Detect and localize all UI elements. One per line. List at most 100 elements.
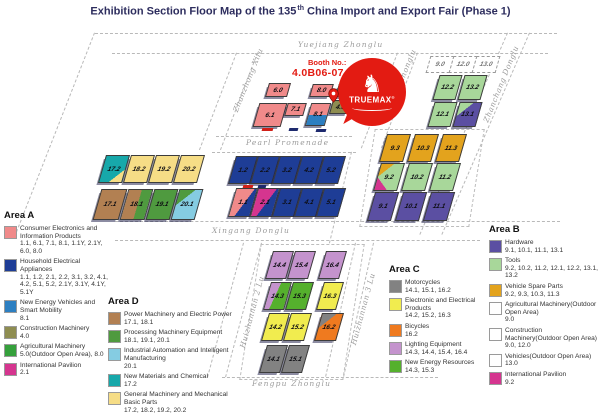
outdoor-area-13-0[interactable]: 13.0 (471, 56, 501, 73)
entrance-marker (261, 128, 274, 131)
legend-item: Agricultural Machinery 5.0(Outdoor Open A… (4, 343, 108, 358)
legend-item: Agricultural Machinery(Outdoor Open Area… (489, 301, 599, 324)
legend-item: New Energy Vehicles and Smart Mobility 8.… (4, 299, 108, 322)
legend-item: International Pavilion 2.1 (4, 362, 108, 377)
legend-swatch-motorcycles (389, 280, 402, 293)
legend-item-halls: 8.1 (20, 314, 30, 322)
legend-item-label: Processing Machinery Equipment (124, 329, 223, 337)
legend-swatch-new-energy-vehicles (4, 300, 17, 314)
legend-item-label: International Pavilion (505, 370, 567, 378)
horse-icon: ♞ (361, 70, 383, 99)
legend-swatch-construction-machinery (4, 326, 17, 340)
logo-brand-text: TRUEMAX® (349, 95, 395, 105)
legend-item: Construction Machinery(Outdoor Open Area… (489, 327, 599, 350)
road-line (115, 240, 480, 241)
legend-swatch-agricultural-machinery (4, 344, 17, 358)
legend-swatch-bicycles (389, 323, 402, 337)
legend-item-label: Hardware (505, 239, 534, 246)
legend-item-label: Agricultural Machinery(Outdoor Open Area… (505, 301, 597, 316)
legend-title-area-d: Area D (108, 296, 139, 307)
legend-swatch-new-energy-resources (389, 360, 402, 374)
legend-item-halls: 9.0, 12.0 (505, 342, 531, 350)
legend-title-area-c: Area C (389, 264, 420, 275)
legend-item-halls: 13.0 (505, 360, 518, 368)
legend-item-label: New Energy Vehicles and Smart Mobility (20, 299, 96, 314)
legend-item-halls: 17.1, 18.1 (124, 318, 154, 326)
legend-swatch-general-machinery (108, 392, 121, 406)
legend-item: Household Electrical Appliances 1.1, 1.2,… (4, 258, 108, 296)
road-line (212, 152, 356, 153)
legend-item-halls: 1.1, 6.1, 7.1, 8.1, 1.1Y, 2.1Y, 6.0, 8.0 (20, 240, 103, 255)
location-pin-icon (328, 88, 339, 103)
legend-item: General Machinery and Mechanical Basic P… (108, 391, 240, 414)
legend-item-halls: 14.2, 15.2, 16.3 (405, 312, 451, 320)
legend-item: New Energy Resources 14.3, 15.3 (389, 359, 503, 374)
legend-item-label: New Materials and Chemical (124, 373, 208, 381)
legend-item-label: Bicycles (405, 322, 430, 330)
legend-item-halls: 17.2 (124, 380, 137, 388)
entrance-marker (288, 128, 299, 131)
legend-item: Industrial Automation and Intelligent Ma… (108, 347, 240, 370)
hall-13-2[interactable]: 13.2 (457, 75, 488, 100)
legend-item-label: Lighting Equipment (405, 341, 462, 349)
legend-item: Vehicles(Outdoor Open Area) 13.0 (489, 353, 599, 368)
legend-swatch-household-appliances (4, 259, 17, 273)
legend-item-halls: 9.2 (505, 378, 515, 386)
legend-swatch-international-pavilion (4, 362, 17, 376)
legend-area-b: Area B Hardware 9.1, 10.1, 11.1, 13.1 Too… (489, 224, 599, 389)
legend-swatch-vehicle-spare-parts (489, 283, 502, 297)
legend-swatch-power-machinery (108, 312, 121, 325)
hall-6-0[interactable]: 6.0 (264, 83, 292, 97)
entrance-marker (242, 185, 254, 188)
legend-item-halls: 9.2, 9.3, 10.3, 11.3 (505, 290, 560, 298)
legend-swatch-processing-machinery (108, 330, 121, 344)
logo-underline (352, 105, 392, 111)
legend-item-halls: 1.1, 1.2, 2.1, 2.2, 3.1, 3.2, 4.1, 4.2, … (20, 273, 108, 296)
legend-item-halls: 9.0 (505, 316, 515, 324)
legend-item-label: Power Machinery and Electric Power (124, 311, 232, 318)
hall-8-1[interactable]: 8.1 (304, 103, 332, 126)
legend-item-label: Vehicle Spare Parts (505, 282, 563, 290)
legend-item-halls: 9.2, 10.2, 11.2, 12.1, 12.2, 13.1, 13.2 (505, 264, 598, 280)
legend-item-label: Industrial Automation and Intelligent Ma… (124, 347, 229, 362)
legend-item-label: New Energy Resources (405, 359, 475, 367)
legend-item-label: Electronic and Electrical Products (405, 297, 476, 312)
legend-swatch-vehicles-outdoor (489, 353, 502, 367)
hall-7-1[interactable]: 7.1 (284, 103, 307, 116)
legend-item-halls: 14.3, 15.3 (405, 366, 435, 374)
truemax-logo[interactable]: ♞ TRUEMAX® (338, 58, 406, 126)
street-label-fengpu-zhonglu: Fengpu Zhonglu (252, 379, 332, 388)
legend-item-label: International Pavilion (20, 361, 82, 369)
booth-label: Booth No.: (308, 58, 347, 67)
legend-item-halls: 14.3, 14.4, 15.4, 16.4 (405, 348, 468, 356)
legend-item-label: Tools (505, 257, 521, 265)
hall-13-1[interactable]: 13.1 (452, 102, 483, 127)
legend-area-c: Area C Motorcycles 14.1, 15.1, 16.2 Elect… (389, 264, 503, 378)
legend-item-halls: 2.1 (20, 369, 30, 377)
legend-swatch-agricultural-outdoor (489, 302, 502, 316)
legend-swatch-hardware (489, 240, 502, 253)
page-title: Exhibition Section Floor Map of the 135t… (90, 5, 511, 18)
road-line (222, 377, 438, 378)
road-line (115, 221, 560, 222)
legend-item-label: Construction Machinery (20, 325, 90, 333)
legend-item-label: Motorcycles (405, 279, 441, 286)
road-line (95, 33, 557, 34)
legend-item: Tools 9.2, 10.2, 11.2, 12.1, 12.2, 13.1, … (489, 257, 599, 280)
legend-item: Construction Machinery 4.0 (4, 325, 108, 340)
hall-6-1[interactable]: 6.1 (252, 103, 288, 127)
legend-item-label: General Machinery and Mechanical Basic P… (124, 391, 228, 406)
legend-item: Processing Machinery Equipment 18.1, 19.1… (108, 329, 240, 344)
road-line (216, 136, 352, 137)
legend-item-halls: 17.2, 18.2, 19.2, 20.2 (124, 406, 187, 414)
booth-number: 4.0B06-07 (292, 67, 344, 79)
legend-item-halls: 20.1 (124, 362, 137, 370)
legend-item: International Pavilion 9.2 (489, 371, 599, 386)
legend-item: New Materials and Chemical 17.2 (108, 373, 240, 388)
legend-swatch-electronic-products (389, 298, 402, 312)
legend-area-a: Area A Consumer Electronics and Informat… (4, 210, 108, 380)
legend-swatch-lighting-equipment (389, 342, 402, 356)
legend-item: Vehicle Spare Parts 9.2, 9.3, 10.3, 11.3 (489, 283, 599, 298)
legend-title-area-b: Area B (489, 224, 520, 235)
legend-item: Motorcycles 14.1, 15.1, 16.2 (389, 279, 503, 294)
